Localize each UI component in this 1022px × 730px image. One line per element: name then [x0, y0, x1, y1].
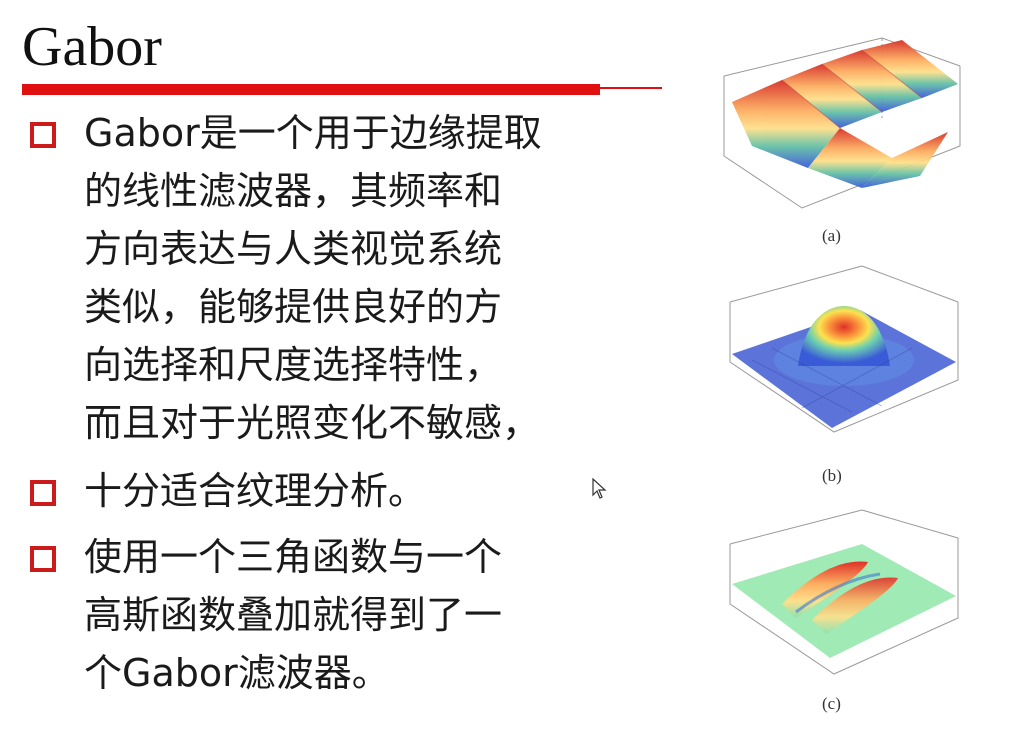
- figure-a-caption: (a): [822, 226, 841, 245]
- bullet-3-line-1: 使用一个三角函数与一个: [84, 535, 503, 579]
- bullet-square-icon: [30, 546, 56, 572]
- figure-a-sinusoid-surface: [723, 37, 961, 209]
- bullet-1-line-5: 向选择和尺度选择特性，: [84, 343, 503, 387]
- title-underline: [22, 84, 600, 95]
- bullet-3-line-2: 高斯函数叠加就得到了一: [84, 593, 503, 637]
- bullet-1-line-3: 方向表达与人类视觉系统: [84, 227, 503, 271]
- bullet-1-line-4: 类似，能够提供良好的方: [84, 285, 503, 329]
- figure-c-caption: (c): [822, 694, 841, 713]
- figure-b-gaussian-surface: [729, 265, 959, 433]
- bullet-2-line-1: 十分适合纹理分析。: [84, 469, 427, 513]
- figure-b-caption: (b): [822, 466, 842, 485]
- mouse-cursor-icon: [592, 478, 607, 499]
- bullet-square-icon: [30, 480, 56, 506]
- bullet-1-line-1: Gabor是一个用于边缘提取: [84, 111, 542, 155]
- bullet-square-icon: [30, 122, 56, 148]
- title-underline-extension: [600, 87, 662, 89]
- bullet-1-line-2: 的线性滤波器，其频率和: [84, 169, 503, 213]
- figure-c-gabor-surface: [729, 509, 959, 675]
- bullet-1-line-6: 而且对于光照变化不敏感，: [84, 401, 541, 445]
- bullet-3-line-3: 个Gabor滤波器。: [84, 651, 390, 695]
- slide-title: Gabor: [22, 16, 162, 78]
